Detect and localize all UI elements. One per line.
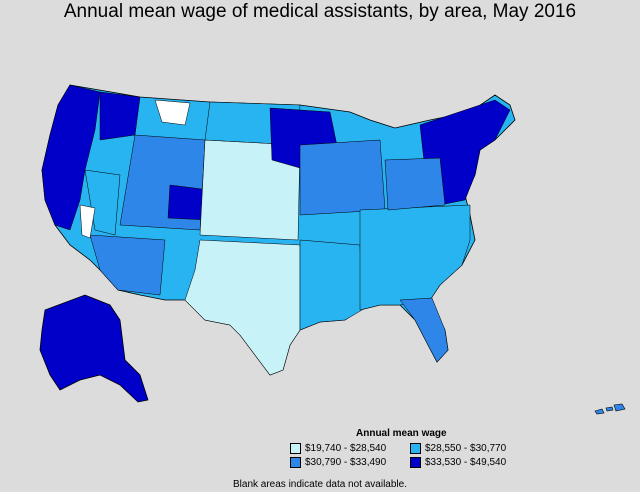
legend-label: $30,790 - $33,490 [305,457,387,468]
legend-item: $19,740 - $28,540 [290,443,410,454]
legend-title: Annual mean wage [356,428,447,439]
legend-swatch [290,457,301,468]
region-southwest [89,234,166,296]
region-mid-atlantic [384,157,446,211]
legend-label: $28,550 - $30,770 [425,443,507,454]
alaska-shape [39,294,149,403]
region-texas [184,239,301,376]
legend-item: $30,790 - $33,490 [290,457,410,468]
region-southeast [359,204,471,311]
legend-swatch [410,443,421,454]
legend-label: $33,530 - $49,540 [425,457,507,468]
region-florida [399,297,449,363]
hawaii-shape [594,403,626,415]
region-blank-nevada [79,204,96,239]
region-south-central [299,239,363,331]
region-northwest [99,91,141,141]
map-title: Annual mean wage of medical assistants, … [63,1,577,22]
region-blank-north [154,99,191,126]
legend-item: $28,550 - $30,770 [410,443,530,454]
legend-swatch [410,457,421,468]
legend-item: $33,530 - $49,540 [410,457,530,468]
map-legend: Annual mean wage $19,740 - $28,540 $28,5… [290,428,520,468]
region-pacific-coast [41,84,101,231]
region-midwest [299,139,386,216]
blank-areas-note: Blank areas indicate data not available. [232,479,407,490]
legend-label: $19,740 - $28,540 [305,443,387,454]
legend-swatch [290,443,301,454]
